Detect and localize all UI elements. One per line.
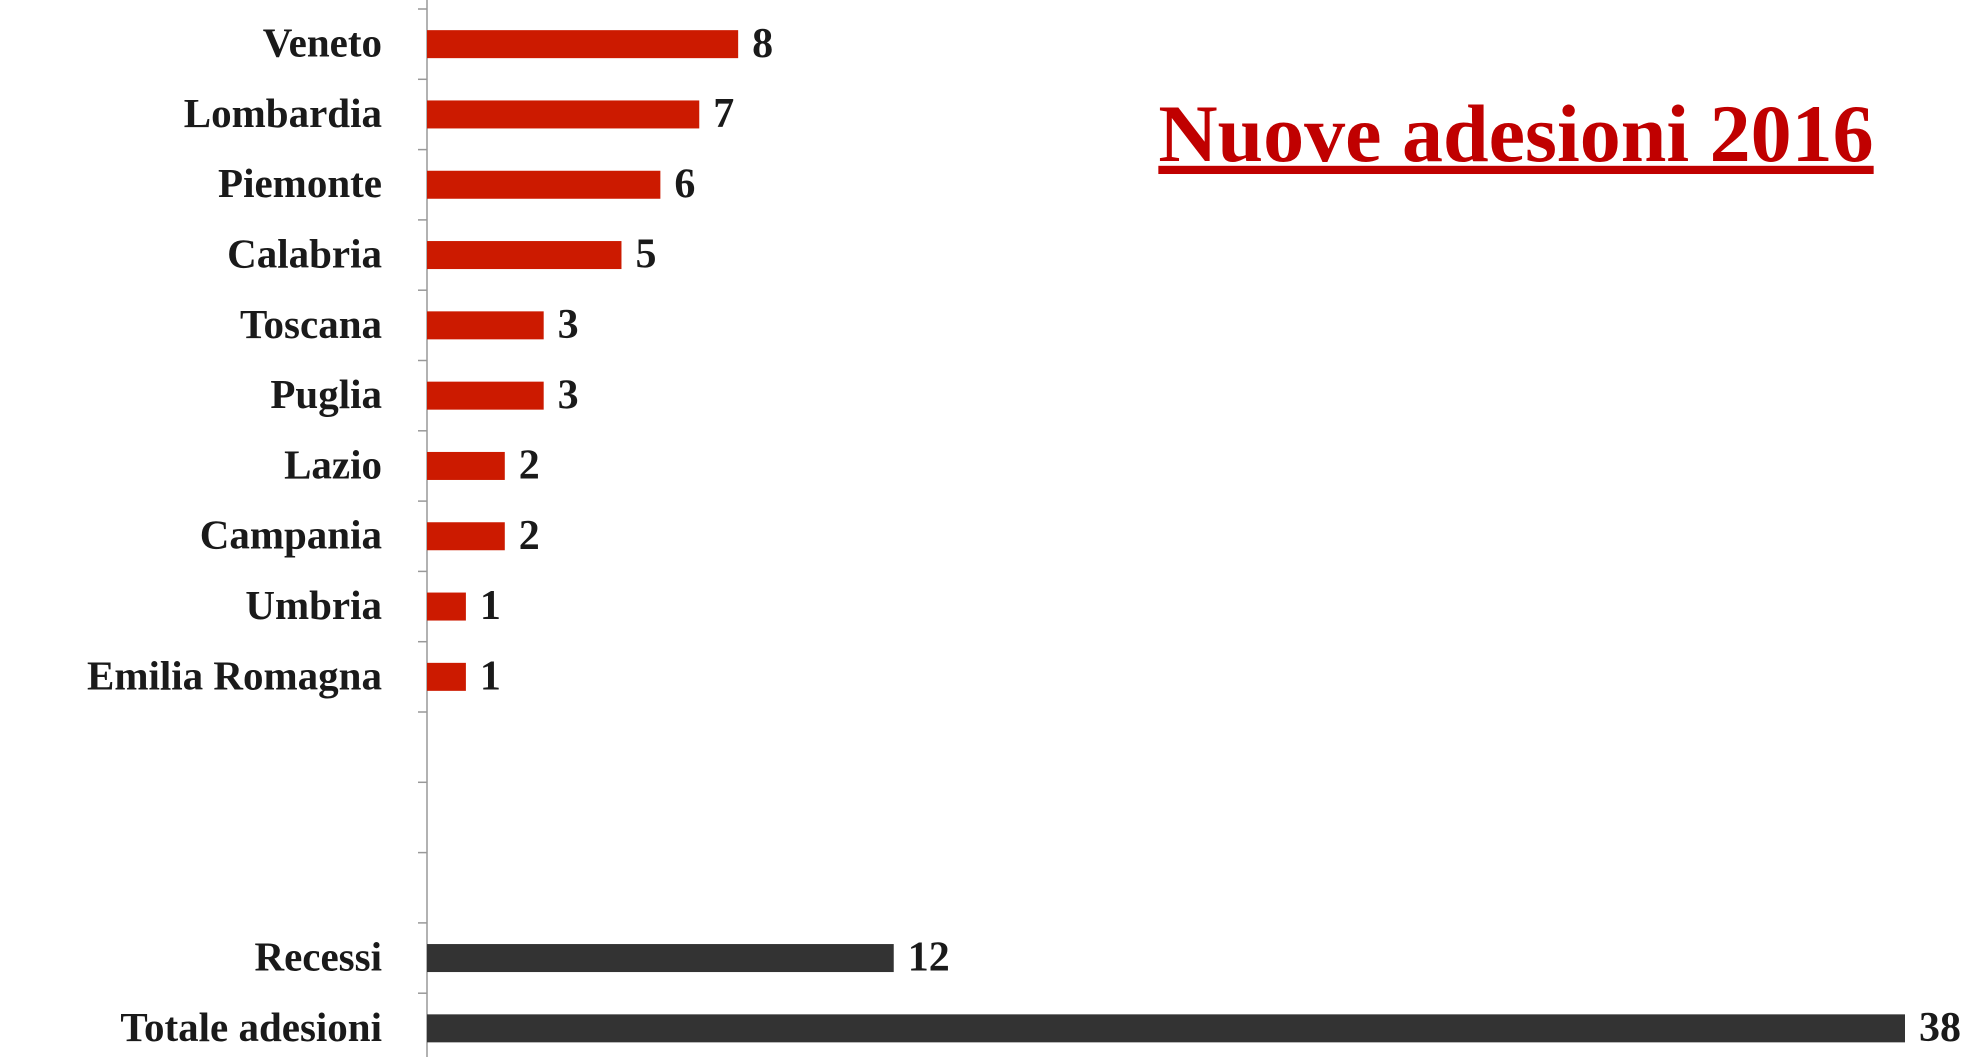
value-label: 1	[480, 583, 501, 629]
value-label: 7	[713, 91, 734, 137]
y-tick-label: Toscana	[240, 301, 382, 347]
value-label: 12	[908, 935, 950, 981]
y-tick-label: Lazio	[284, 441, 382, 487]
y-tick-label: Piemonte	[218, 160, 382, 206]
bar	[427, 1014, 1905, 1043]
value-label: 1	[480, 653, 501, 699]
value-label: 3	[558, 302, 579, 348]
bar	[427, 30, 739, 59]
bar	[427, 170, 661, 199]
bar	[427, 662, 466, 691]
value-label: 3	[558, 372, 579, 418]
y-tick-label: Lombardia	[184, 90, 382, 136]
bar	[427, 100, 700, 129]
bar	[427, 944, 894, 973]
bar	[427, 311, 544, 340]
value-label: 38	[1919, 1005, 1961, 1051]
y-tick-label: Calabria	[227, 230, 382, 276]
bar	[427, 381, 544, 410]
y-tick-label: Veneto	[263, 20, 382, 66]
y-tick-label: Totale adesioni	[120, 1004, 382, 1050]
bar	[427, 522, 505, 551]
y-tick-label: Emilia Romagna	[87, 652, 382, 698]
value-label: 8	[752, 21, 773, 67]
chart-title: Nuove adesioni 2016	[1158, 88, 1873, 179]
y-tick-label: Campania	[200, 512, 382, 558]
value-label: 5	[635, 232, 656, 278]
y-tick-label: Recessi	[254, 933, 382, 979]
y-tick-label: Puglia	[270, 371, 382, 417]
y-tick-label: Umbria	[245, 582, 382, 628]
bar	[427, 451, 505, 480]
value-label: 2	[519, 443, 540, 489]
value-label: 6	[674, 161, 695, 207]
value-label: 2	[519, 513, 540, 559]
bar	[427, 592, 466, 621]
bar	[427, 241, 622, 270]
